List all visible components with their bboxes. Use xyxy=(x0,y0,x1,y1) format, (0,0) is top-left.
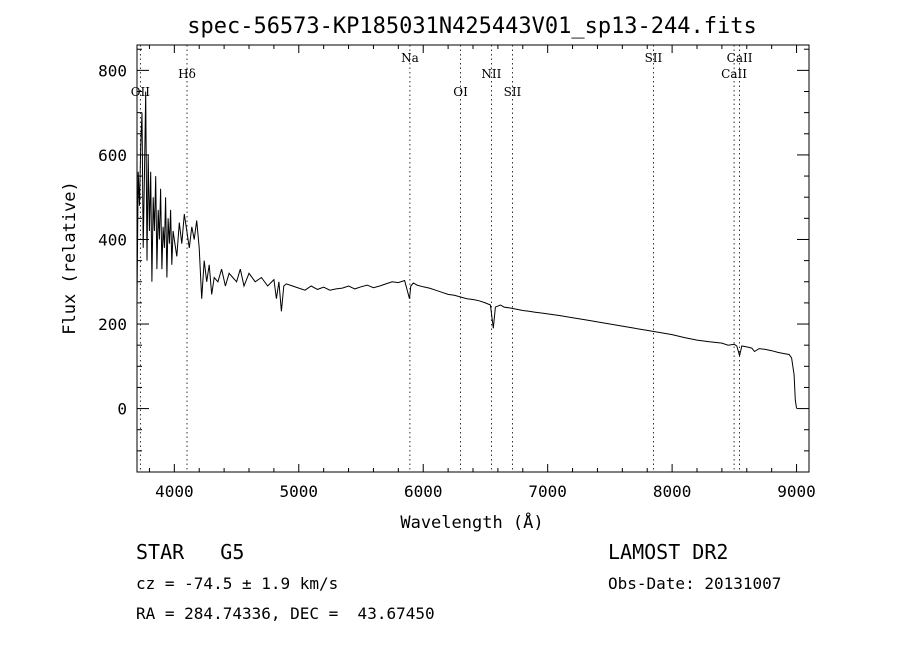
object-class: STAR G5 xyxy=(136,540,244,564)
x-tick-label: 8000 xyxy=(653,482,692,501)
spectrum-series-line xyxy=(136,91,798,409)
plot-frame xyxy=(136,44,810,473)
y-tick-label: 600 xyxy=(98,146,127,165)
x-tick-label: 6000 xyxy=(404,482,443,501)
x-tick-label: 7000 xyxy=(528,482,567,501)
coordinates-text: RA = 284.74336, DEC = 43.67450 xyxy=(136,604,435,623)
survey-name: LAMOST DR2 xyxy=(608,540,729,564)
emission-line-label: CaII xyxy=(727,51,753,65)
object-class-text: STAR xyxy=(136,540,185,564)
y-axis-label: Flux (relative) xyxy=(60,181,80,335)
y-tick-label: 200 xyxy=(98,315,127,334)
redshift-text: cz = -74.5 ± 1.9 km/s xyxy=(136,574,339,593)
obs-date: Obs-Date: 20131007 xyxy=(608,574,782,593)
emission-line-label: OI xyxy=(453,85,468,99)
x-tick-label: 5000 xyxy=(280,482,319,501)
y-tick-label: 800 xyxy=(98,61,127,80)
emission-line-label: Na xyxy=(401,51,419,65)
chart-title: spec-56573-KP185031N425443V01_sp13-244.f… xyxy=(187,14,757,39)
x-tick-label: 9000 xyxy=(777,482,816,501)
emission-line-label: Hδ xyxy=(178,67,196,81)
x-axis-label: Wavelength (Å) xyxy=(400,511,543,533)
subclass-text: G5 xyxy=(220,540,245,564)
emission-line-label: SII xyxy=(504,85,522,99)
y-tick-label: 0 xyxy=(117,400,127,419)
emission-line-label: NII xyxy=(481,67,501,81)
x-tick-label: 4000 xyxy=(155,482,194,501)
axis-ticks: 4000 5000 6000 7000 8000 9000 0 200 400 600 800 xyxy=(98,45,816,501)
y-tick-label: 400 xyxy=(98,230,127,249)
emission-line-label: CaII xyxy=(721,67,747,81)
emission-line-label: SII xyxy=(645,51,663,65)
